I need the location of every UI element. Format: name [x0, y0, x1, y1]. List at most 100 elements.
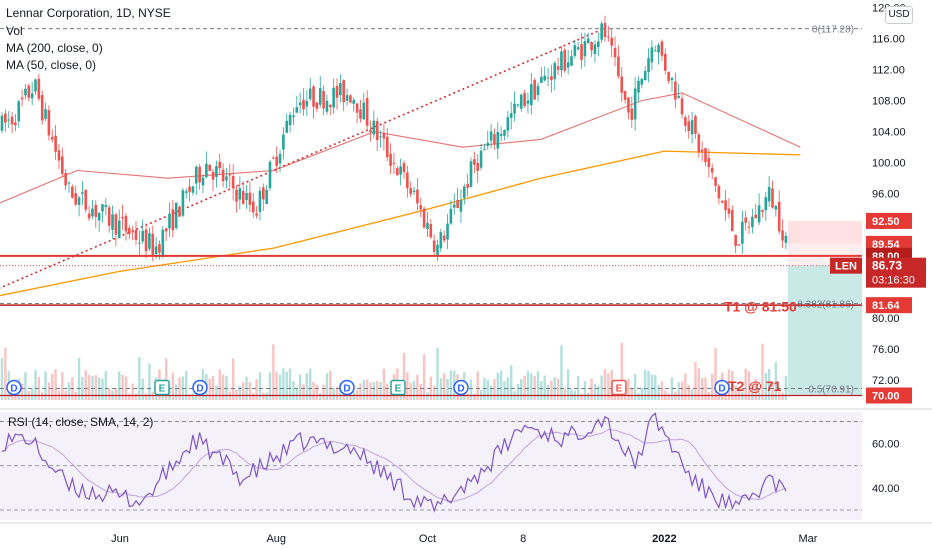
candle-body: [288, 114, 292, 126]
volume-bar: [0, 358, 4, 400]
volume-bar: [657, 385, 660, 400]
volume-bar: [650, 374, 654, 400]
candle-body: [91, 208, 94, 217]
candle-body: [714, 177, 717, 186]
volume-bar: [252, 392, 255, 400]
candle-body: [439, 232, 443, 249]
candle-body: [764, 197, 768, 211]
candle-body: [710, 167, 714, 173]
volume-bar: [221, 374, 225, 400]
time-axis-tick: 2022: [652, 533, 676, 545]
candle-body: [563, 49, 567, 71]
candle-body: [362, 102, 366, 120]
volume-bar: [540, 381, 543, 400]
candle-body: [734, 234, 737, 246]
candle-body: [777, 201, 781, 232]
event-marker-label: D: [718, 384, 725, 395]
volume-bar: [191, 392, 195, 400]
candle-body: [550, 76, 553, 81]
volume-bar: [121, 374, 124, 400]
candle-body: [647, 58, 650, 73]
volume-bar: [510, 365, 513, 400]
price-axis-tick: 96.00: [872, 189, 900, 201]
candle-body: [664, 53, 667, 71]
candle-body: [463, 186, 466, 198]
candle-body: [235, 189, 238, 202]
candle-body: [751, 216, 754, 228]
volume-bar: [309, 368, 312, 400]
volume-bar: [486, 379, 489, 400]
candle-body: [349, 95, 352, 103]
volume-bar: [446, 378, 449, 400]
volume-bar: [660, 381, 664, 400]
price-axis-badge: [866, 212, 912, 229]
price-axis-tick: 112.00: [872, 65, 905, 77]
volume-bar: [781, 392, 784, 400]
volume-bar: [128, 393, 131, 400]
volume-bar: [697, 368, 700, 400]
indicator-vol-label: Vol: [6, 24, 23, 38]
candle-body: [238, 188, 242, 200]
candle-body: [553, 63, 557, 80]
volume-bar: [637, 393, 640, 400]
candle-body: [17, 101, 21, 122]
candle-body: [429, 224, 433, 238]
candle-body: [77, 197, 81, 205]
earnings-marker: [611, 379, 627, 396]
currency-button[interactable]: USD: [885, 6, 913, 24]
volume-bar: [607, 373, 610, 400]
candle-body: [117, 220, 121, 239]
volume-bar: [138, 357, 141, 400]
candle-body: [617, 56, 620, 77]
candle-body: [81, 192, 84, 194]
candle-body: [446, 223, 449, 240]
candle-body: [687, 121, 691, 131]
candle-body: [171, 209, 175, 231]
candle-body: [382, 133, 386, 139]
volume-bar: [644, 369, 647, 400]
candle-body: [218, 161, 222, 169]
volume-bar: [54, 369, 57, 400]
candle-body: [188, 186, 191, 192]
candle-body: [707, 157, 711, 168]
candle-body: [637, 80, 640, 93]
event-marker-label: D: [196, 384, 203, 395]
candle-body: [546, 77, 550, 79]
candle-body: [570, 56, 573, 66]
earnings-marker: [390, 379, 406, 396]
volume-bar: [322, 384, 325, 400]
price-axis-badge-label: 70.00: [872, 391, 900, 403]
candle-body: [493, 134, 496, 145]
candle-body: [620, 76, 624, 93]
candle-body: [365, 98, 369, 126]
volume-bar: [298, 374, 302, 400]
volume-bar: [443, 373, 446, 400]
candle-body: [121, 216, 124, 219]
candle-body: [650, 47, 654, 63]
chart-title: Lennar Corporation, 1D, NYSE: [6, 6, 171, 20]
volume-bar: [476, 371, 479, 400]
candle-body: [87, 213, 91, 219]
volume-bar: [489, 385, 493, 400]
candle-body: [533, 80, 536, 100]
candle-body: [724, 200, 727, 211]
indicator-ma200-label: MA (200, close, 0): [6, 41, 103, 55]
candle-body: [144, 229, 148, 252]
candle-body: [335, 85, 339, 98]
candle-body: [372, 120, 376, 135]
volume-bar: [365, 379, 369, 400]
volume-bar: [466, 393, 469, 400]
volume-bar: [329, 370, 332, 400]
volume-bar: [275, 371, 278, 400]
candle-body: [657, 44, 660, 53]
price-axis-tick: 80.00: [872, 313, 900, 325]
volume-bar: [432, 385, 436, 400]
candle-body: [174, 202, 178, 229]
candle-body: [40, 95, 44, 121]
volume-bar: [71, 377, 74, 400]
candle-body: [781, 230, 784, 241]
candle-body: [154, 246, 158, 255]
volume-bar: [225, 375, 228, 400]
candle-body: [754, 214, 758, 219]
volume-bar: [667, 393, 670, 400]
